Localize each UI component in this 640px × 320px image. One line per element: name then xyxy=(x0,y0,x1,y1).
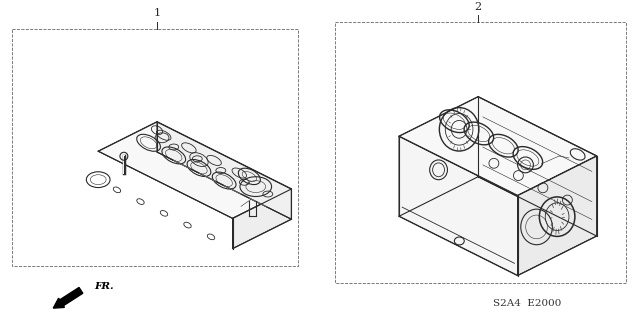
Polygon shape xyxy=(518,156,596,276)
Polygon shape xyxy=(478,97,596,236)
FancyArrow shape xyxy=(53,287,83,308)
Bar xyxy=(12,28,298,266)
Polygon shape xyxy=(399,136,518,276)
Bar xyxy=(335,22,627,284)
Text: 2: 2 xyxy=(474,2,482,12)
Text: 1: 1 xyxy=(154,8,161,18)
Text: S2A4  E2000: S2A4 E2000 xyxy=(493,299,562,308)
Text: FR.: FR. xyxy=(95,282,115,291)
Polygon shape xyxy=(157,122,291,219)
Polygon shape xyxy=(232,189,291,249)
Polygon shape xyxy=(399,97,596,196)
Polygon shape xyxy=(98,122,291,218)
